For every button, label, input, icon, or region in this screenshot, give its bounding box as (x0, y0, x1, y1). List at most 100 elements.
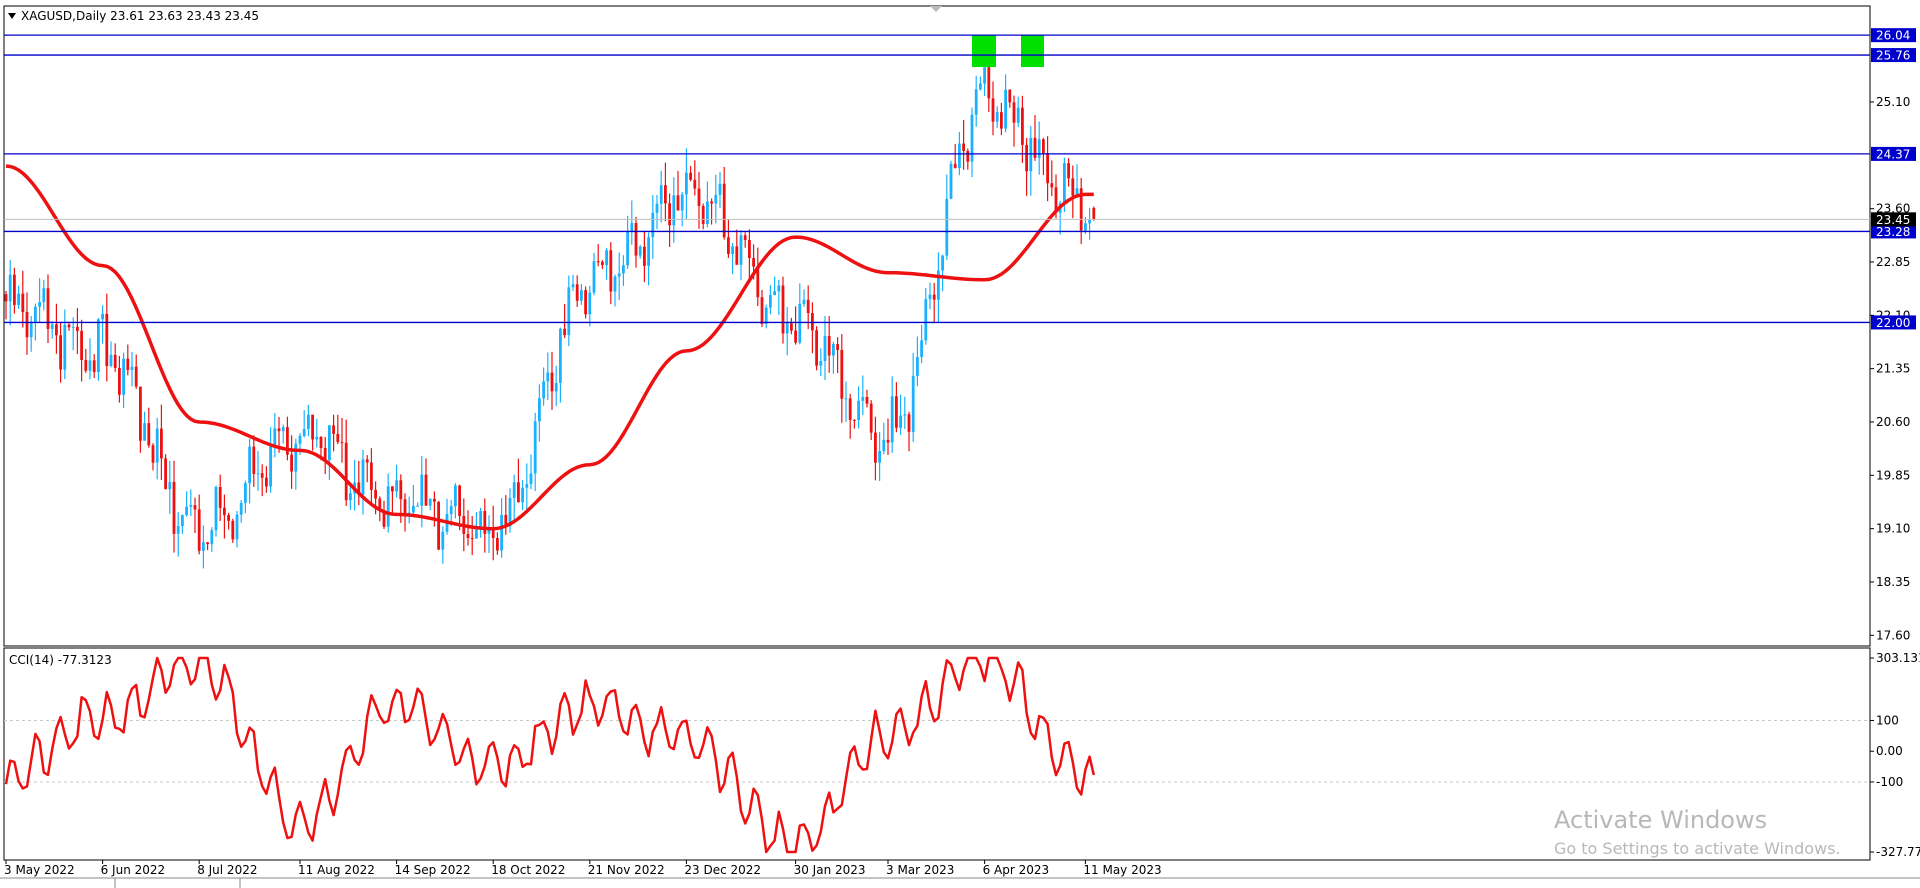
level-label: 25.76 (1871, 48, 1916, 63)
candle (827, 316, 831, 373)
candle (878, 431, 881, 481)
candle (357, 460, 361, 506)
candle (1000, 102, 1003, 136)
candle (941, 254, 944, 292)
candle (928, 282, 932, 310)
svg-text:23.45: 23.45 (1876, 213, 1910, 227)
candle (139, 386, 142, 453)
candle (605, 247, 608, 280)
watermark-line1: Activate Windows (1554, 806, 1767, 834)
candle (970, 107, 974, 178)
candle (634, 216, 638, 268)
svg-text:22.00: 22.00 (1876, 316, 1910, 330)
horizontal-levels[interactable] (4, 34, 1870, 324)
candle (756, 247, 760, 306)
candle (949, 160, 953, 200)
candle (315, 418, 319, 448)
candle (676, 170, 680, 211)
candle (899, 394, 902, 436)
candles (4, 48, 1096, 569)
candle (76, 308, 79, 354)
candle (559, 327, 562, 403)
candle (995, 106, 999, 128)
candle (13, 267, 16, 314)
candle (294, 438, 298, 490)
candle (991, 81, 995, 136)
price-tick: 25.10 (1876, 95, 1910, 109)
candle (491, 505, 495, 561)
candle (1067, 158, 1070, 187)
candle (223, 494, 226, 539)
candle (966, 148, 970, 170)
candle (731, 243, 734, 275)
candle (798, 283, 802, 345)
candle (580, 284, 583, 305)
svg-text:23.28: 23.28 (1876, 225, 1910, 239)
candle (97, 318, 100, 381)
candle (67, 322, 71, 331)
candle (693, 160, 697, 196)
candle (575, 275, 579, 307)
candle (588, 285, 592, 327)
cci-tick: -100 (1876, 775, 1903, 789)
candle (777, 279, 781, 315)
candle (613, 274, 617, 307)
candle (1029, 125, 1033, 196)
main-chart-frame[interactable] (3, 5, 1871, 647)
candle (407, 496, 411, 524)
candle (193, 497, 197, 534)
candle (151, 443, 155, 471)
time-tick: 23 Dec 2022 (684, 863, 761, 877)
time-tick: 8 Jul 2022 (197, 863, 257, 877)
cci-panel-header: CCI(14) -77.3123 (9, 653, 112, 667)
candle (1025, 138, 1028, 196)
candle (428, 498, 432, 511)
candle (853, 419, 856, 429)
candle (454, 483, 457, 519)
menu-triangle-icon[interactable] (8, 13, 16, 19)
cci-tick: 0.00 (1876, 744, 1903, 758)
candle (596, 244, 600, 267)
candle (109, 341, 113, 368)
candle (50, 321, 54, 339)
candle (441, 526, 445, 564)
candle (735, 229, 739, 265)
candle (962, 119, 965, 170)
time-tick: 11 Aug 2022 (298, 863, 375, 877)
candle (643, 230, 646, 283)
candle (395, 464, 398, 498)
price-tick: 19.85 (1876, 468, 1910, 482)
time-tick: 3 Mar 2023 (886, 863, 954, 877)
candle (286, 416, 289, 461)
time-tick: 21 Nov 2022 (588, 863, 665, 877)
candle (197, 494, 201, 555)
candle (924, 288, 928, 345)
candle (1016, 96, 1020, 128)
candle (1046, 136, 1049, 202)
level-label: 23.28 (1871, 224, 1916, 239)
candle (21, 270, 25, 328)
candle (105, 293, 109, 382)
candle (235, 510, 239, 548)
svg-text:25.76: 25.76 (1876, 49, 1910, 63)
candle (1037, 121, 1041, 175)
price-tick: 17.60 (1876, 628, 1910, 642)
candle (496, 532, 499, 555)
candle (911, 352, 915, 442)
candle (214, 485, 218, 537)
candle (937, 252, 940, 323)
candle (554, 365, 558, 407)
candle (218, 474, 222, 522)
candle (176, 511, 180, 557)
chart-shift-marker[interactable] (930, 6, 942, 12)
candle (265, 466, 268, 493)
price-tick: 18.35 (1876, 575, 1910, 589)
candle (147, 407, 151, 448)
candle (886, 418, 890, 456)
candle (533, 412, 537, 491)
candle (546, 352, 550, 401)
candle (260, 464, 264, 497)
candle (1088, 208, 1091, 240)
candle (122, 352, 125, 408)
